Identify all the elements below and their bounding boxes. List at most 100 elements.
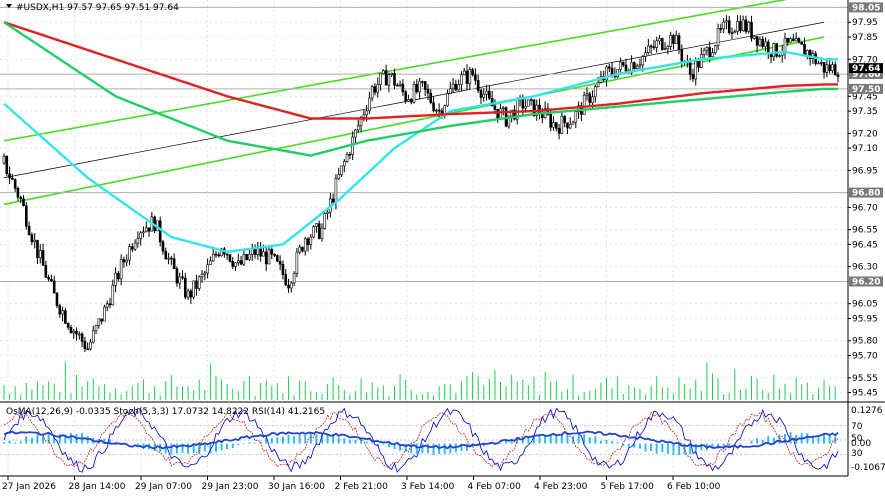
candle-body <box>764 41 767 47</box>
candle-body <box>370 86 374 99</box>
candle-body <box>348 154 352 156</box>
candle-body <box>337 174 341 180</box>
osma-bar <box>304 435 307 444</box>
candle-body <box>831 64 834 71</box>
osma-bar <box>114 441 117 444</box>
candle-body <box>195 280 198 289</box>
osma-bar <box>309 432 312 444</box>
candle-body <box>794 38 798 42</box>
candle-body <box>284 274 288 286</box>
subwindow-tick-label: 0.00 <box>851 439 871 449</box>
candle-body <box>465 70 469 84</box>
candle-body <box>320 227 324 239</box>
osma-bar <box>728 443 731 448</box>
candle-body <box>819 62 823 64</box>
osma-bar <box>767 436 770 444</box>
candle-body <box>432 102 435 112</box>
osma-bar <box>25 436 28 444</box>
subwindow-tick-label: 0.1276 <box>851 406 883 416</box>
candle-body <box>295 251 299 274</box>
candle-body <box>482 93 486 98</box>
candle-body <box>529 99 533 101</box>
osma-bar <box>784 434 787 444</box>
candle-body <box>705 47 709 51</box>
osma-bar <box>611 441 614 444</box>
stochastic-signal-line <box>3 411 839 469</box>
candle-body <box>621 61 625 66</box>
candle-body <box>61 310 64 315</box>
candle-body <box>38 250 42 259</box>
candle-body <box>560 115 564 134</box>
candle-body <box>214 253 218 256</box>
candle-body <box>206 264 209 274</box>
candle-body <box>58 305 62 315</box>
osma-bar <box>276 437 279 444</box>
candle-body <box>730 32 734 34</box>
osma-bar <box>711 443 714 449</box>
candle-body <box>80 333 84 342</box>
candle-body <box>822 62 826 73</box>
candle-body <box>354 129 357 138</box>
candle-body <box>373 86 377 93</box>
candle-body <box>697 61 700 68</box>
osma-bar <box>387 443 390 448</box>
candle-body <box>298 246 301 253</box>
candle-body <box>50 278 53 282</box>
candle-body <box>563 115 566 124</box>
candle-body <box>457 84 460 91</box>
candle-body <box>635 65 639 70</box>
osma-bar <box>187 443 190 454</box>
osma-bar <box>348 439 351 444</box>
osma-bar <box>700 443 703 451</box>
osma-bar <box>220 443 223 451</box>
osma-bar <box>410 443 413 454</box>
time-tick-label: 4 Feb 07:00 <box>468 482 522 492</box>
osma-bar <box>404 443 407 452</box>
osma-bar <box>47 432 50 444</box>
candle-body <box>89 341 92 350</box>
candle-body <box>55 292 59 307</box>
candle-body <box>22 198 25 207</box>
osma-bar <box>683 443 686 455</box>
osma-bar <box>577 434 580 444</box>
candle-body <box>758 38 762 46</box>
candle-body <box>669 35 672 47</box>
candle-body <box>114 272 117 286</box>
current-price-bg <box>849 63 883 74</box>
price-tick-label: 96.70 <box>852 203 878 213</box>
candle-body <box>287 284 290 289</box>
osma-bar <box>466 443 469 451</box>
candle-body <box>250 248 254 255</box>
price-tick-label: 96.55 <box>852 226 878 236</box>
candle-body <box>281 263 285 275</box>
osma-bar <box>672 443 675 455</box>
menu-arrow-icon[interactable] <box>6 4 12 8</box>
candle-body <box>267 249 271 265</box>
osma-bar <box>426 443 429 454</box>
osma-bar <box>136 443 139 447</box>
candle-body <box>552 122 555 128</box>
osma-bar <box>594 436 597 444</box>
candle-body <box>342 161 346 167</box>
osma-bar <box>811 435 814 444</box>
candle-body <box>496 109 500 119</box>
current-price-label: 97.64 <box>852 64 880 74</box>
osma-bar <box>248 442 251 444</box>
candle-body <box>334 178 338 203</box>
candle-body <box>303 238 307 252</box>
candle-body <box>203 272 207 275</box>
osma-bar <box>36 434 39 444</box>
osma-bar <box>560 435 563 444</box>
osma-bar <box>454 443 457 453</box>
candle-body <box>633 62 636 70</box>
price-tick-label: 95.80 <box>852 337 878 347</box>
candle-body <box>672 35 675 44</box>
subwindow-tick-label: 50 <box>851 434 863 444</box>
osma-bar <box>287 434 290 444</box>
candle-body <box>237 260 240 264</box>
candle-body <box>167 257 170 260</box>
candle-body <box>468 69 472 84</box>
osma-bar <box>14 442 17 444</box>
candle-body <box>144 227 148 233</box>
